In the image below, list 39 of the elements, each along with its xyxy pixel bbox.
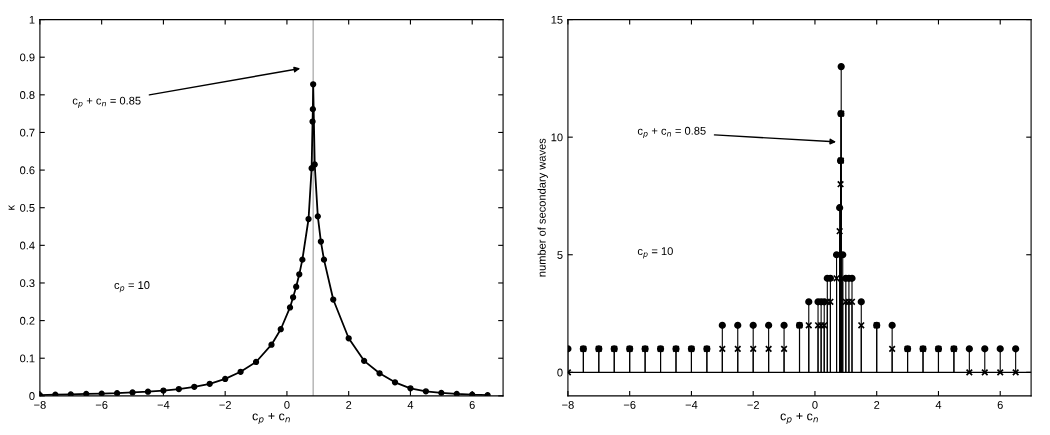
y-tick-label: 0.1	[20, 354, 35, 363]
y-tick-label: 0.8	[20, 91, 35, 99]
y-tick-label: 0	[557, 368, 563, 377]
x-tick-label: −6	[623, 401, 636, 409]
x-tick-label: −8	[34, 401, 46, 409]
x-tick-label: 6	[469, 401, 475, 409]
annotation: c$_{p}$ + c$_{n}$ = 0.85	[72, 96, 141, 108]
x-tick-label: 0	[812, 401, 818, 409]
annotation: c$_{p}$ = 10	[114, 281, 150, 293]
y-tick-label: 0.6	[20, 166, 35, 175]
x-tick-label: 2	[346, 401, 352, 409]
y-axis-title: number of secondary waves	[537, 138, 548, 277]
y-tick-label: 15	[551, 15, 563, 24]
x-tick-label: −6	[95, 401, 108, 409]
x-tick-label: 4	[407, 401, 414, 409]
x-axis-title: c$_{p}$ + c$_{n}$	[252, 412, 290, 425]
x-tick-label: 6	[997, 401, 1003, 409]
x-tick-label: −8	[562, 401, 574, 409]
x-tick-label: 4	[935, 401, 942, 409]
y-tick-label: 0	[29, 392, 35, 400]
y-tick-label: 0.4	[20, 241, 35, 250]
y-tick-label: 0.5	[20, 203, 35, 212]
y-tick-label: 0.9	[20, 53, 35, 62]
x-tick-label: 2	[874, 401, 880, 409]
y-axis-title: κ	[8, 204, 15, 210]
y-tick-label: 5	[557, 251, 563, 259]
x-tick-label: −4	[685, 401, 698, 409]
y-tick-label: 1	[29, 15, 35, 24]
x-tick-label: 0	[284, 401, 290, 409]
y-tick-label: 0.3	[20, 279, 35, 288]
x-tick-label: −2	[219, 401, 231, 409]
x-tick-label: −4	[157, 401, 170, 409]
annotation: c$_{p}$ = 10	[637, 247, 673, 259]
y-tick-label: 0.2	[20, 316, 35, 325]
x-axis-title: c$_{p}$ + c$_{n}$	[780, 412, 818, 425]
annotation: c$_{p}$ + c$_{n}$ = 0.85	[637, 126, 706, 139]
y-tick-label: 0.7	[20, 128, 35, 137]
x-tick-label: −2	[747, 401, 759, 409]
y-tick-label: 10	[551, 133, 563, 142]
